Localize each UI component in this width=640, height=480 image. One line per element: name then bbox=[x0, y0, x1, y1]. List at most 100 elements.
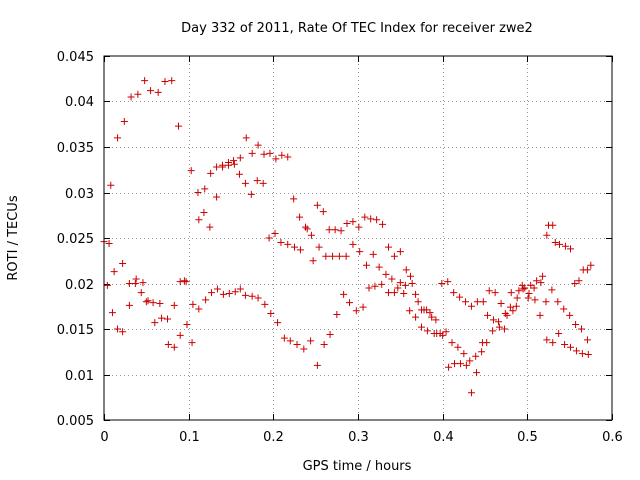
data-point bbox=[248, 292, 256, 300]
ticks: 0.005 0.01 0.015 0.02 0.025 0.03 0.035 0.04 0.04… bbox=[57, 50, 623, 445]
data-point bbox=[379, 220, 387, 228]
data-point bbox=[349, 240, 357, 248]
data-point bbox=[426, 309, 434, 317]
data-point bbox=[105, 239, 113, 247]
y-tick-label: 0.01 bbox=[65, 369, 94, 384]
data-point bbox=[230, 160, 238, 168]
data-point bbox=[303, 225, 311, 233]
data-point bbox=[333, 310, 341, 318]
data-point bbox=[483, 339, 491, 347]
data-point bbox=[103, 281, 111, 289]
data-point bbox=[195, 305, 203, 313]
data-point bbox=[188, 339, 196, 347]
data-point bbox=[168, 77, 176, 85]
data-point bbox=[213, 285, 221, 293]
data-point bbox=[261, 300, 269, 308]
data-point bbox=[371, 282, 379, 290]
data-point bbox=[467, 389, 475, 397]
data-point bbox=[382, 270, 390, 278]
data-point bbox=[536, 311, 544, 319]
chart-title: Day 332 of 2011, Rate Of TEC Index for r… bbox=[181, 21, 533, 36]
data-point bbox=[396, 279, 404, 287]
data-point bbox=[462, 361, 470, 369]
data-point bbox=[325, 226, 333, 234]
data-point bbox=[320, 340, 328, 348]
data-point bbox=[326, 330, 334, 338]
x-tick-label: 0.2 bbox=[263, 430, 284, 445]
data-point bbox=[274, 319, 282, 327]
data-point bbox=[110, 268, 118, 276]
data-point bbox=[394, 284, 402, 292]
data-point bbox=[484, 311, 492, 319]
data-point bbox=[378, 280, 386, 288]
data-point bbox=[352, 307, 360, 315]
data-point bbox=[473, 369, 481, 377]
data-point bbox=[519, 285, 527, 293]
data-point bbox=[572, 347, 580, 355]
data-point bbox=[390, 289, 398, 297]
data-point bbox=[231, 288, 239, 296]
data-point bbox=[456, 360, 464, 368]
data-point bbox=[219, 290, 227, 298]
data-point bbox=[554, 298, 562, 306]
data-point bbox=[337, 227, 345, 235]
data-point bbox=[170, 343, 178, 351]
data-point bbox=[290, 195, 298, 203]
data-point bbox=[479, 298, 487, 306]
data-point bbox=[260, 150, 268, 158]
y-tick-label: 0.04 bbox=[65, 95, 94, 110]
data-point bbox=[578, 325, 586, 333]
data-point bbox=[356, 248, 364, 256]
data-point bbox=[343, 219, 351, 227]
data-point bbox=[501, 310, 509, 318]
data-point bbox=[286, 337, 294, 345]
data-point bbox=[575, 277, 583, 285]
data-point bbox=[175, 122, 183, 130]
data-point bbox=[280, 334, 288, 342]
data-point bbox=[346, 299, 354, 307]
data-point bbox=[566, 311, 574, 319]
data-point bbox=[543, 231, 551, 239]
data-point bbox=[291, 243, 298, 251]
data-point bbox=[509, 307, 517, 315]
data-point bbox=[242, 134, 250, 142]
data-point bbox=[248, 149, 256, 157]
data-point bbox=[319, 208, 327, 216]
data-point bbox=[180, 277, 188, 285]
data-point bbox=[373, 216, 381, 224]
data-point bbox=[151, 319, 159, 327]
data-point bbox=[170, 301, 178, 309]
data-point bbox=[265, 234, 273, 242]
data-point bbox=[418, 323, 425, 331]
data-point bbox=[108, 309, 116, 317]
data-point bbox=[414, 298, 422, 306]
data-point bbox=[388, 275, 396, 283]
data-point bbox=[542, 298, 550, 306]
data-point bbox=[450, 289, 458, 297]
data-point bbox=[503, 311, 511, 319]
data-point bbox=[460, 350, 468, 358]
data-point bbox=[313, 201, 321, 209]
data-point bbox=[567, 343, 575, 351]
data-point bbox=[489, 316, 497, 324]
data-point bbox=[473, 298, 481, 306]
y-tick-label: 0.035 bbox=[57, 141, 94, 156]
data-point bbox=[144, 297, 152, 305]
data-point bbox=[195, 216, 203, 224]
data-point bbox=[125, 280, 133, 287]
data-point bbox=[154, 88, 162, 96]
data-point bbox=[423, 327, 431, 335]
data-point bbox=[139, 279, 147, 287]
data-point bbox=[560, 305, 568, 313]
data-point bbox=[551, 239, 559, 247]
data-point bbox=[149, 299, 157, 307]
x-tick-label: 0 bbox=[100, 430, 108, 445]
data-point bbox=[141, 77, 149, 85]
x-tick-label: 0.6 bbox=[602, 430, 623, 445]
data-point bbox=[247, 190, 255, 198]
data-point bbox=[578, 350, 586, 358]
data-point bbox=[549, 221, 557, 229]
data-point bbox=[194, 189, 202, 196]
data-point bbox=[359, 303, 367, 311]
data-point bbox=[571, 280, 579, 287]
